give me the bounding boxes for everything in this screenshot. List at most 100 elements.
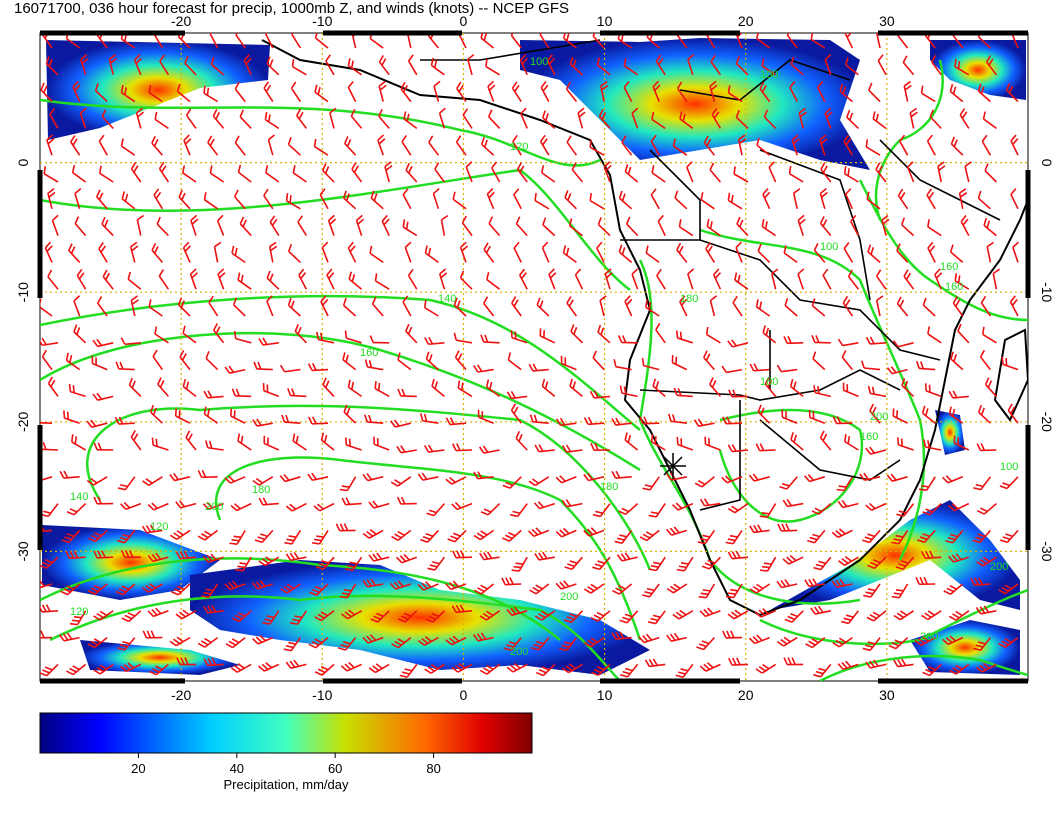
wind-barb — [722, 630, 743, 639]
wind-barb — [583, 583, 605, 594]
wind-barb — [234, 135, 246, 156]
wind-barb — [391, 529, 412, 541]
wind-barb — [339, 583, 357, 599]
wind-barb — [235, 556, 252, 572]
country-border — [679, 59, 851, 101]
wind-barb — [676, 81, 688, 103]
wind-barb — [369, 245, 384, 264]
wind-barb — [71, 434, 87, 451]
wind-barb — [148, 84, 163, 103]
wind-barb — [314, 33, 329, 49]
wind-barb — [321, 241, 329, 263]
wind-barb — [600, 80, 609, 102]
wind-barb — [922, 297, 936, 317]
wind-barb — [452, 191, 467, 210]
wind-barb — [264, 33, 274, 49]
wind-barb — [901, 217, 915, 237]
wind-barb — [142, 630, 163, 639]
wind-barb — [755, 299, 771, 317]
wind-barb — [207, 135, 219, 156]
wind-barb — [313, 502, 335, 512]
wind-barb — [308, 636, 329, 649]
wind-barb — [462, 108, 473, 129]
wind-barb — [699, 662, 721, 672]
top-lon-tick-label: 0 — [460, 13, 468, 29]
wind-barb — [182, 241, 191, 263]
colorbar: 20 40 60 80 Precipitation, mm/day — [39, 712, 533, 792]
wind-barb — [563, 610, 583, 624]
wind-barb — [370, 190, 384, 210]
wind-barb — [891, 529, 909, 545]
wind-barb — [915, 360, 936, 371]
wind-barb — [426, 503, 446, 517]
wind-barb — [438, 268, 448, 290]
wind-barb — [867, 556, 887, 570]
wind-barb — [727, 339, 749, 348]
wind-barb — [566, 296, 578, 317]
wind-barb — [810, 605, 831, 615]
gridline-layer — [40, 33, 1028, 681]
wind-barb — [813, 385, 831, 398]
wind-barb — [789, 378, 804, 398]
wind-barb — [208, 295, 219, 317]
wind-barb — [861, 529, 881, 544]
wind-barb — [642, 476, 660, 491]
wind-barb — [283, 637, 302, 652]
wind-barb — [1009, 295, 1019, 317]
right-lat-tick-label: -20 — [1039, 412, 1055, 432]
wind-barb — [641, 358, 660, 371]
wind-barb — [819, 430, 832, 451]
wind-barb — [725, 529, 743, 545]
wind-barb — [314, 663, 335, 676]
wind-barb — [583, 416, 605, 426]
wind-barb — [314, 84, 329, 103]
wind-barb — [445, 417, 467, 426]
wind-barb — [337, 637, 357, 651]
wind-barb — [377, 134, 386, 156]
wind-barb — [820, 162, 832, 183]
wind-barb — [120, 138, 136, 156]
bottom-lon-tick-label: 20 — [738, 687, 754, 703]
wind-barb — [675, 330, 694, 344]
wind-barb — [618, 503, 639, 516]
wind-barb — [862, 637, 881, 652]
wind-barb — [87, 583, 108, 595]
wind-barb — [861, 360, 881, 371]
wind-barb — [154, 111, 169, 130]
wind-barb — [456, 81, 467, 103]
wind-barb — [618, 190, 633, 210]
wind-barb — [687, 268, 695, 290]
wind-barb — [534, 444, 555, 453]
wind-barb — [347, 58, 363, 76]
wind-barb — [749, 583, 771, 594]
wind-barb — [252, 476, 274, 486]
wind-barb — [80, 53, 89, 76]
wind-barb — [639, 529, 660, 542]
wind-barb — [666, 583, 688, 594]
wind-barb — [402, 295, 412, 317]
wind-barb — [757, 404, 771, 424]
contour-label: 180 — [252, 484, 270, 496]
wind-barb — [182, 379, 197, 398]
wind-barb — [158, 161, 170, 183]
wind-barb — [832, 416, 853, 425]
wind-barb — [452, 550, 473, 559]
wind-barb — [592, 33, 605, 49]
wind-barb — [867, 244, 881, 264]
wind-barb — [596, 57, 611, 76]
wind-barb — [954, 59, 970, 76]
wind-barb — [589, 390, 611, 399]
bottom-lon-tick-label: 30 — [879, 687, 895, 703]
wind-barb — [863, 583, 881, 598]
wind-barb — [562, 245, 577, 264]
wind-barb — [76, 268, 87, 290]
wind-barb — [631, 107, 639, 129]
wind-barb — [612, 583, 633, 595]
wind-barb — [902, 55, 915, 76]
wind-barb — [258, 337, 279, 346]
wind-barb — [728, 657, 749, 666]
wind-barb — [458, 33, 467, 49]
wind-barb — [875, 295, 884, 317]
wind-barb — [390, 476, 412, 487]
wind-barb — [342, 190, 357, 210]
